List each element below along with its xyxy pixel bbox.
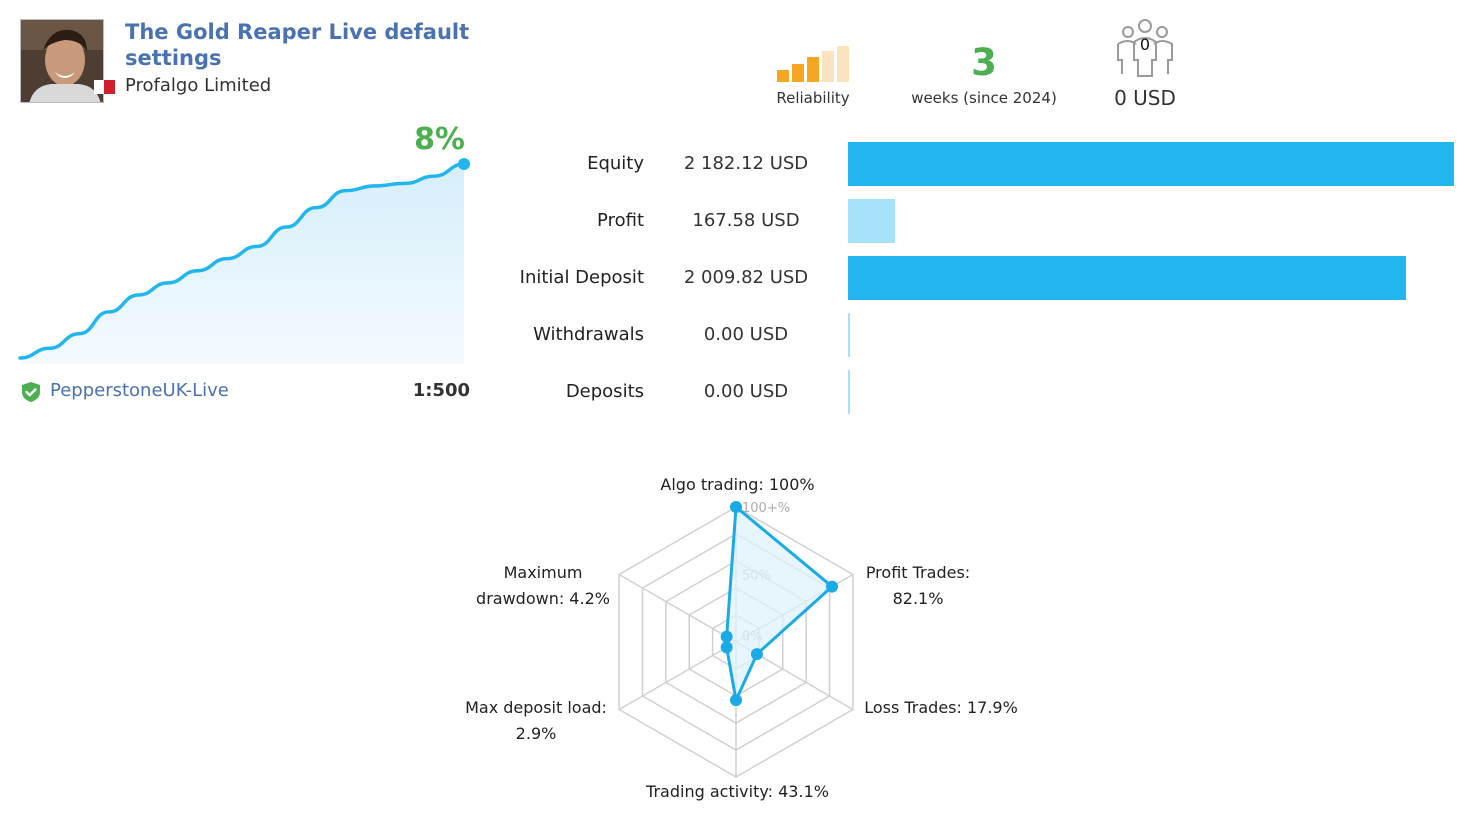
reliability-bars-icon — [777, 46, 849, 82]
profit-value: 167.58 USD — [692, 210, 800, 231]
radar-label-max-deposit-load-value: 2.9% — [515, 724, 557, 743]
funds-value: 0 USD — [1114, 86, 1176, 110]
reliability-bar — [837, 46, 849, 82]
withdrawals-value: 0.00 USD — [703, 324, 789, 345]
deposits-label: Deposits — [565, 381, 644, 402]
withdrawals-label: Withdrawals — [533, 324, 644, 345]
withdrawals-bar — [848, 313, 850, 357]
radar-point — [730, 694, 742, 707]
initial-deposit-label: Initial Deposit — [519, 267, 644, 288]
reliability-bar — [777, 70, 789, 82]
equity-value: 2 182.12 USD — [683, 153, 809, 174]
avatar[interactable] — [20, 19, 104, 103]
signal-title[interactable]: The Gold Reaper Live default settings — [125, 20, 470, 70]
leverage-value: 1:500 — [412, 380, 470, 401]
growth-end-point — [458, 158, 470, 170]
broker-server-link[interactable]: PepperstoneUK-Live — [50, 380, 229, 401]
radar-label-loss-trades: Loss Trades: 17.9% — [864, 698, 1018, 717]
radar-label-max-drawdown: Maximum drawdown: 4.2% — [462, 560, 624, 612]
radar-point — [720, 630, 733, 643]
deposits-value: 0.00 USD — [703, 381, 789, 402]
radar-label-algo-trading: Algo trading: 100% — [660, 475, 815, 494]
reliability-label: Reliability — [776, 89, 850, 107]
deposits-bar — [848, 370, 850, 414]
growth-chart[interactable] — [18, 150, 473, 365]
weeks-count: 3 — [971, 41, 997, 84]
equity-bar — [848, 142, 1454, 186]
radar-label-profit-trades-name: Profit Trades: — [865, 563, 971, 582]
radar-point — [825, 580, 838, 593]
author-name: Profalgo Limited — [125, 75, 272, 96]
radar-point — [750, 648, 763, 661]
verified-shield-icon — [22, 382, 40, 402]
subscribers-count: 0 — [1139, 35, 1151, 54]
radar-grid-spoke — [618, 573, 737, 643]
initial-deposit-value: 2 009.82 USD — [683, 267, 809, 288]
radar-tick-label: 100+% — [742, 501, 790, 516]
growth-area — [20, 164, 464, 364]
radar-chart: 100+%50%0% — [618, 501, 854, 778]
radar-label-max-deposit-load-name: Max deposit load: — [465, 698, 607, 717]
profit-label: Profit — [597, 210, 644, 231]
reliability-bar — [822, 51, 834, 82]
weeks-label: weeks (since 2024) — [911, 89, 1057, 107]
country-flag-icon — [94, 80, 115, 94]
subscribers-icon — [1117, 19, 1173, 77]
reliability-bar — [807, 57, 819, 82]
profit-bar — [848, 199, 895, 243]
radar-point — [720, 641, 733, 654]
radar-point — [730, 501, 742, 513]
user-photo-icon — [21, 20, 103, 102]
radar-label-trading-activity: Trading activity: 43.1% — [646, 782, 829, 801]
radar-label-max-drawdown-value: drawdown: 4.2% — [476, 589, 610, 608]
radar-label-profit-trades: Profit Trades: 82.1% — [848, 560, 988, 612]
initial-deposit-bar — [848, 256, 1406, 300]
growth-percent: 8% — [414, 122, 465, 157]
radar-label-max-drawdown-name: Maximum — [503, 563, 583, 582]
radar-grid-spoke — [618, 641, 737, 711]
equity-label: Equity — [587, 153, 644, 174]
reliability-bar — [792, 64, 804, 82]
radar-label-profit-trades-value: 82.1% — [892, 589, 944, 608]
growth-line — [18, 162, 466, 360]
radar-label-max-deposit-load: Max deposit load: 2.9% — [450, 695, 622, 747]
